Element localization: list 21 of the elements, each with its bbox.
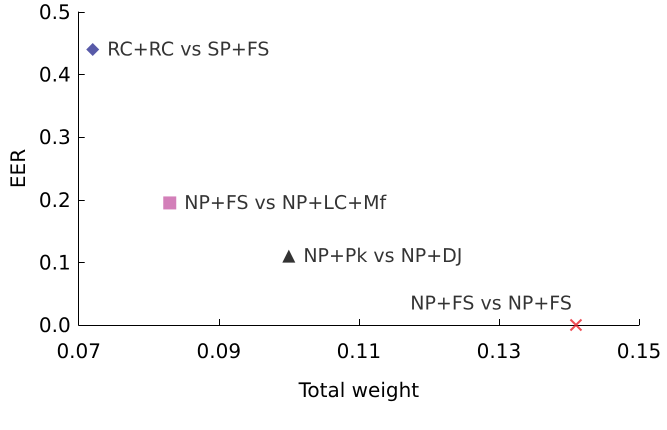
point <box>569 318 582 332</box>
series-label: NP+Pk vs NP+DJ <box>303 245 462 268</box>
y-tick-label: 0.4 <box>38 62 71 87</box>
x-tick-label: 0.15 <box>616 339 662 363</box>
y-tick-label: 0.0 <box>38 313 71 337</box>
x-tick-label: 0.13 <box>476 339 522 363</box>
y-tick-label: 0.2 <box>38 188 71 212</box>
x-tick-label: 0.11 <box>336 339 382 363</box>
series-label: NP+FS vs NP+FS <box>410 292 572 314</box>
x-tick-label: 0.09 <box>196 339 242 363</box>
series-label: RC+RC vs SP+FS <box>107 38 270 61</box>
series-label: NP+FS vs NP+LC+Mf <box>184 192 388 214</box>
y-tick-label: 0.5 <box>38 0 71 24</box>
x-tick-label: 0.07 <box>56 339 101 363</box>
x-axis-title: Total weight <box>298 378 420 402</box>
y-tick-label: 0.1 <box>38 250 71 274</box>
point <box>282 250 296 263</box>
y-axis-title: EER <box>6 148 30 188</box>
point <box>86 43 100 56</box>
point <box>163 196 176 210</box>
y-tick-label: 0.3 <box>38 125 71 150</box>
